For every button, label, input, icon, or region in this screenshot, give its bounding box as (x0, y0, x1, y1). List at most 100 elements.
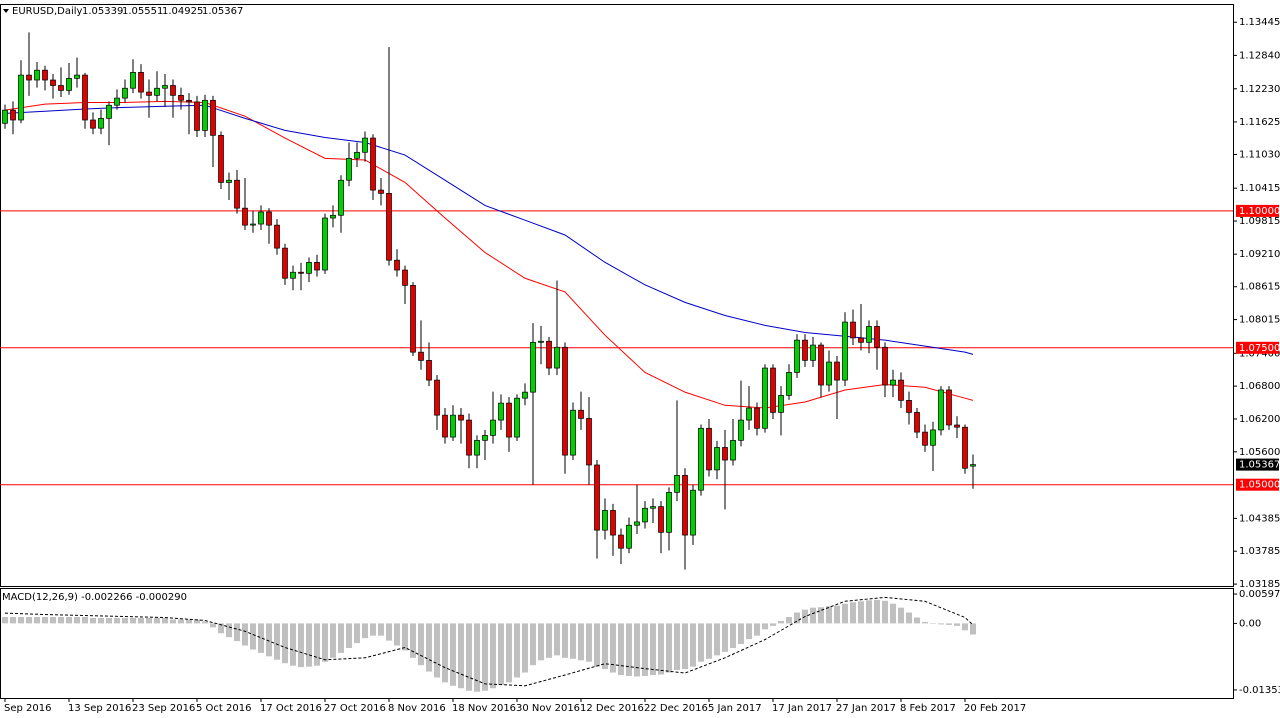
candle-body (594, 464, 600, 531)
candle-body (34, 69, 40, 81)
macd-bar (138, 617, 144, 624)
candle-body (346, 157, 352, 181)
macd-bar (634, 623, 640, 677)
x-tick-label: 20 Feb 2017 (964, 703, 1026, 714)
candle-body (330, 214, 336, 219)
macd-bar (922, 621, 928, 624)
candle-body (722, 447, 728, 461)
macd-bar (762, 623, 768, 630)
candle-body (778, 395, 784, 413)
macd-bar (162, 617, 168, 624)
x-tick-label: 5 Jan 2017 (708, 703, 762, 714)
candle-body (714, 447, 720, 471)
y-tick-label: 0.005971 (1239, 589, 1280, 600)
macd-bar (498, 623, 504, 685)
signal-line (4, 596, 974, 687)
macd-bar (954, 623, 960, 626)
candle-body (138, 72, 144, 93)
macd-bar (66, 617, 72, 624)
macd-bar (346, 623, 352, 648)
macd-bar (386, 623, 392, 641)
macd-bar (74, 617, 80, 624)
candle-body (562, 346, 568, 456)
candle-body (730, 439, 736, 461)
macd-bar (842, 603, 848, 624)
macd-bar (18, 617, 24, 624)
macd-bar (866, 600, 872, 624)
candle-body (58, 85, 64, 91)
level-label-box (1236, 478, 1279, 491)
x-tick-label: 17 Jan 2017 (772, 703, 832, 714)
macd-bar (738, 623, 744, 645)
x-tick-label: 17 Oct 2016 (260, 703, 322, 714)
y-tick-label: 1.12840 (1239, 50, 1280, 61)
main-panel-border (0, 4, 1234, 587)
macd-bar (274, 623, 280, 660)
macd-bar (882, 600, 888, 624)
indicator-title: MACD(12,26,9) -0.002266 -0.000290 (2, 592, 187, 603)
macd-bar (154, 617, 160, 624)
macd-bar (194, 619, 200, 624)
candle-body (274, 224, 280, 249)
x-tick-label: 8 Feb 2017 (900, 703, 956, 714)
collapse-icon[interactable] (3, 9, 9, 13)
macd-bar (50, 617, 56, 624)
y-tick-label: 1.08615 (1239, 282, 1280, 293)
candle-body (250, 223, 256, 226)
macd-bar (594, 623, 600, 667)
candle-body (842, 321, 848, 381)
candle-body (578, 409, 584, 419)
candle-body (226, 179, 232, 183)
candle-body (322, 217, 328, 271)
chart-title: EURUSD,Daily (12, 6, 83, 17)
macd-bar (546, 623, 552, 658)
candle-body (818, 344, 824, 386)
candle-body (466, 419, 472, 456)
candle-body (426, 360, 432, 381)
candle-body (130, 72, 136, 89)
macd-bar (714, 623, 720, 656)
macd-bar (722, 623, 728, 652)
candle-body (74, 74, 80, 79)
candle-body (570, 409, 576, 456)
macd-bar (418, 623, 424, 666)
candle-body (538, 340, 544, 343)
candle-body (66, 78, 72, 91)
x-tick-label: 22 Dec 2016 (644, 703, 708, 714)
macd-bar (906, 612, 912, 624)
candle-body (442, 414, 448, 438)
macd-bar (186, 619, 192, 624)
candle-body (394, 259, 400, 271)
macd-bar (330, 623, 336, 658)
macd-bar (426, 623, 432, 672)
macd-bar (642, 623, 648, 676)
macd-bar (930, 623, 936, 624)
macd-bar (578, 623, 584, 661)
y-tick-label: 1.05600 (1239, 447, 1280, 458)
header-price: 1.05367 (202, 6, 243, 17)
candle-body (522, 391, 528, 399)
candle-body (114, 97, 120, 106)
candle-body (162, 85, 168, 89)
macd-bar (810, 607, 816, 624)
candle-body (306, 262, 312, 274)
macd-bar (458, 623, 464, 689)
macd-bar (834, 605, 840, 624)
macd-bar (962, 623, 968, 631)
candle-body (386, 193, 392, 261)
macd-bar (970, 623, 976, 635)
candle-body (514, 397, 520, 438)
candle-body (282, 247, 288, 279)
macd-bar (746, 623, 752, 640)
macd-bar (890, 603, 896, 624)
macd-bar (562, 623, 568, 658)
x-tick-label: 27 Oct 2016 (324, 703, 386, 714)
macd-bar (450, 623, 456, 686)
candle-body (962, 426, 968, 469)
macd-bar (130, 617, 136, 624)
macd-bar (410, 623, 416, 658)
y-tick-label: 1.11625 (1239, 117, 1280, 128)
macd-bar (602, 623, 608, 670)
macd-bar (858, 601, 864, 624)
macd-bar (770, 623, 776, 626)
